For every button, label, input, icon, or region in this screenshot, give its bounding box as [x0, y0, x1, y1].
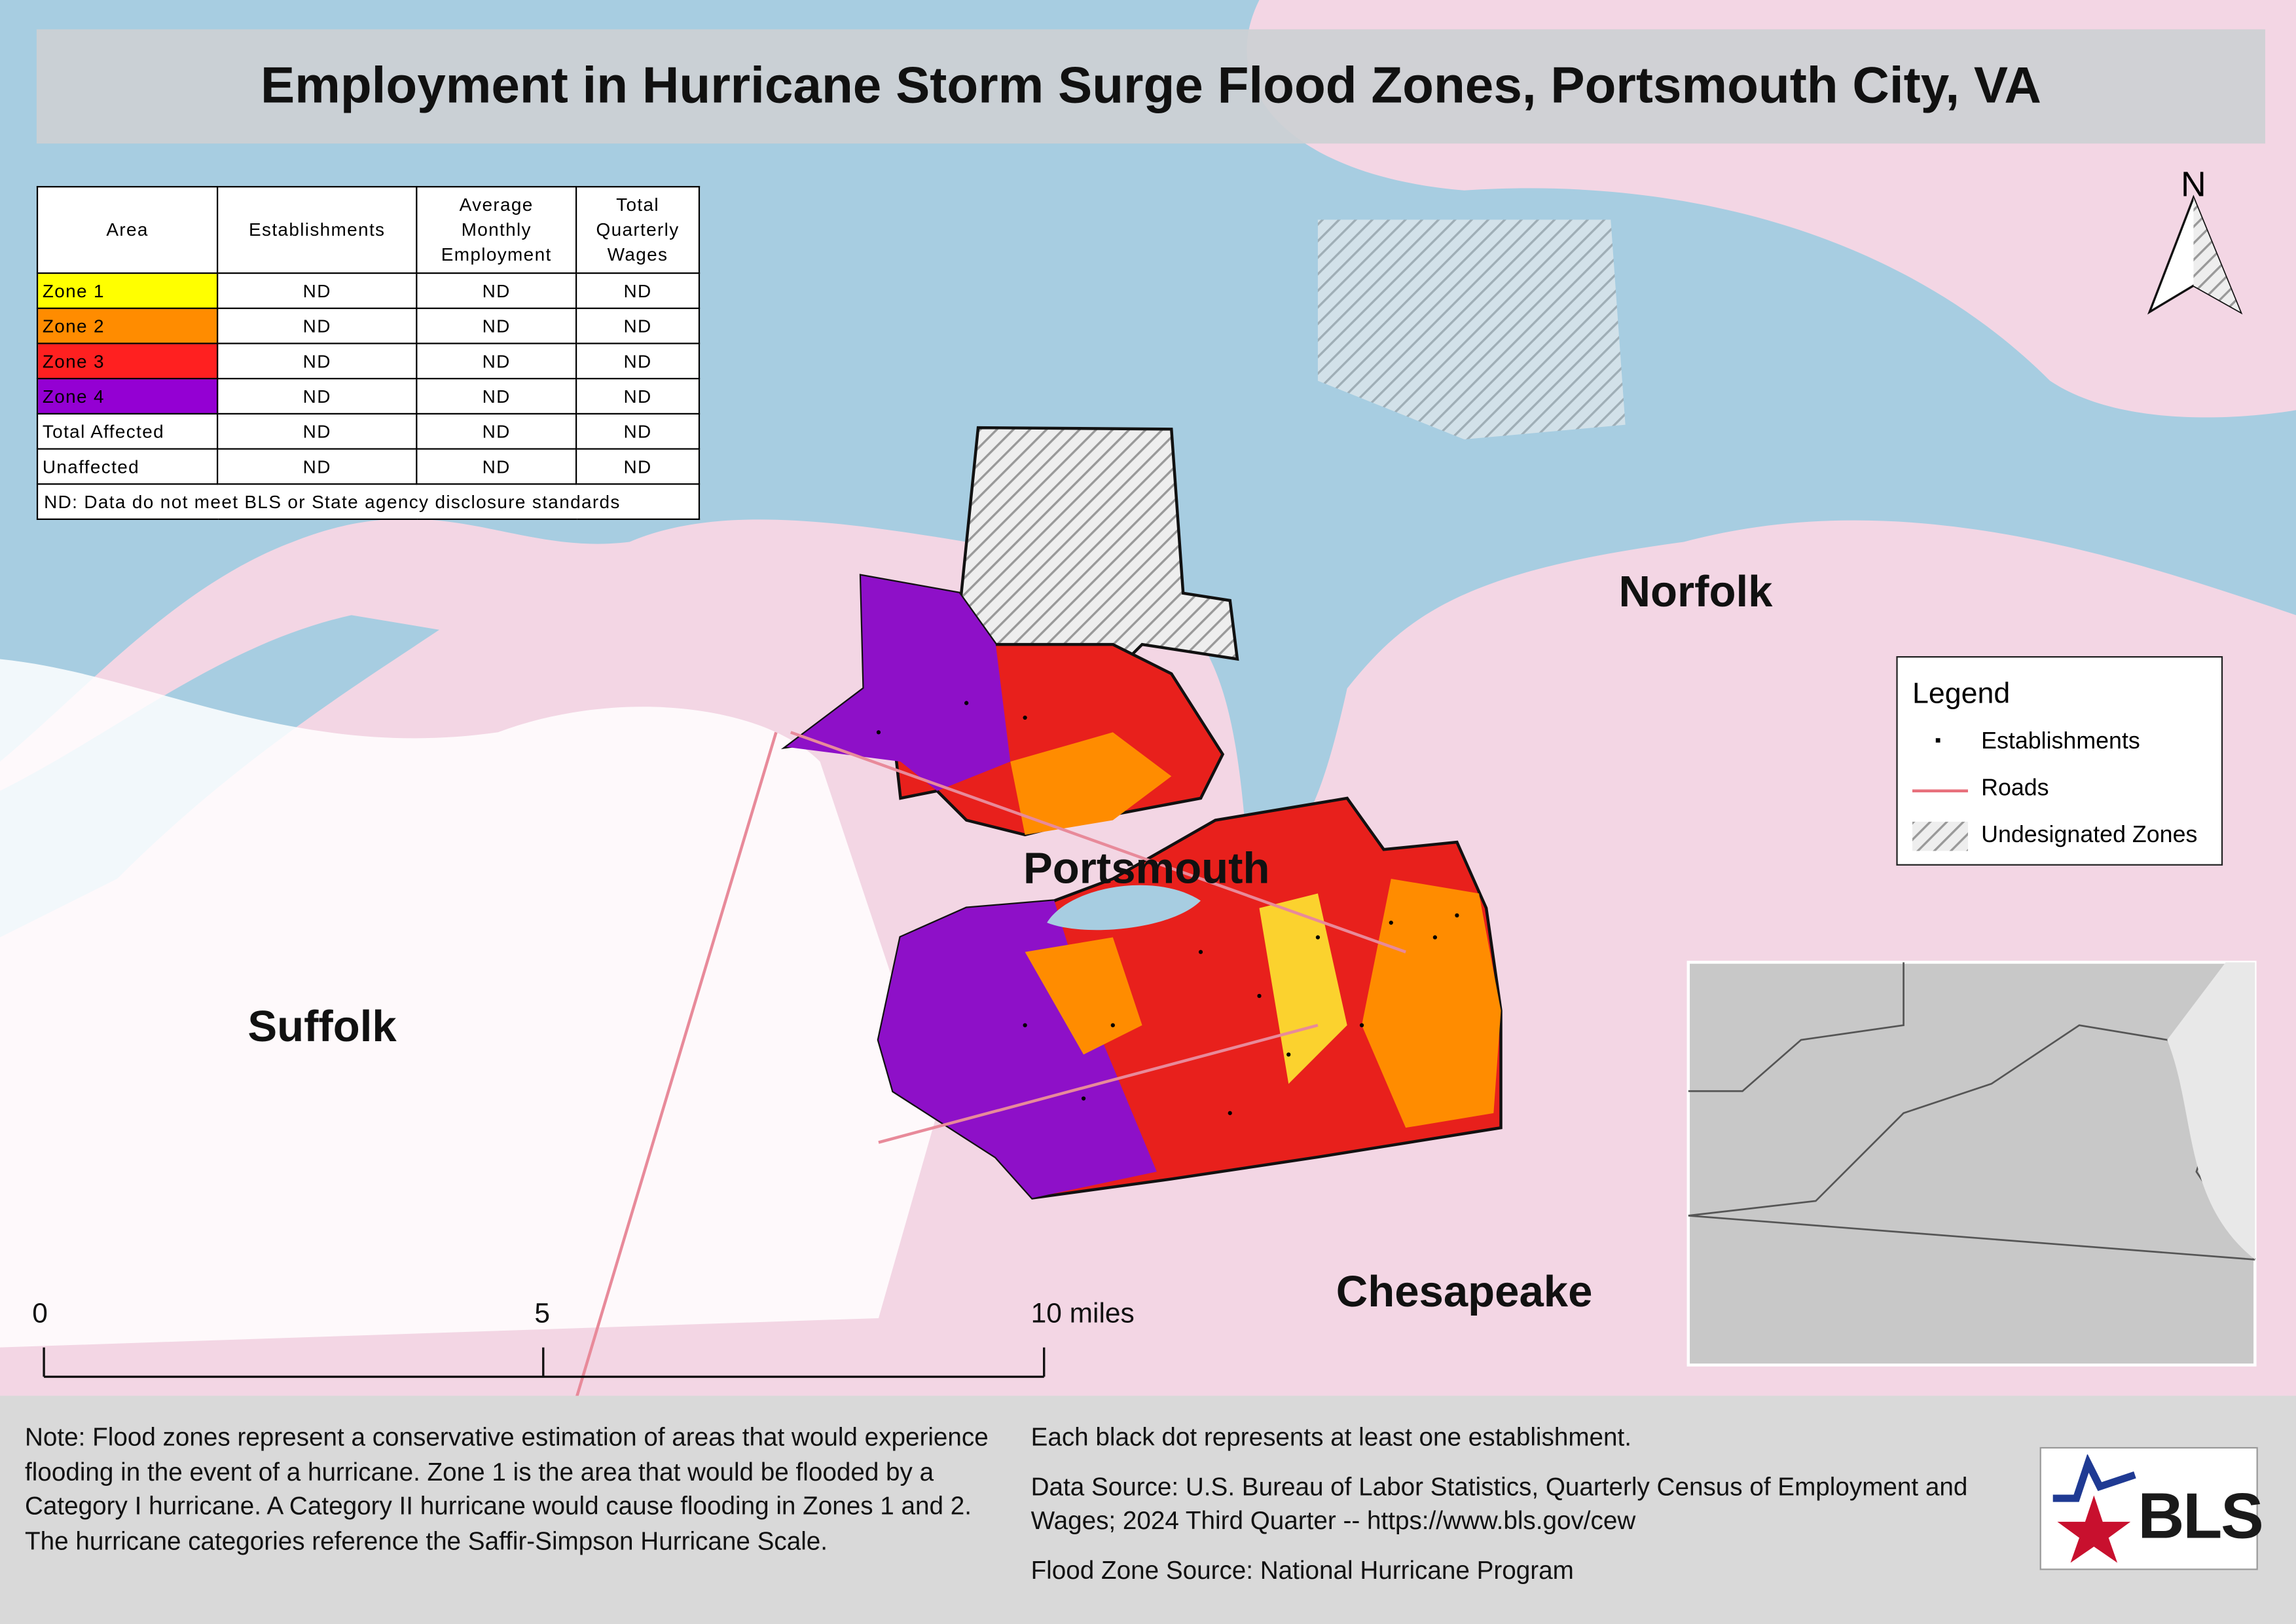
value-cell: ND	[217, 413, 418, 450]
header-text: Monthly	[461, 219, 532, 240]
establishment-dots	[876, 701, 1459, 1115]
suffolk-area	[0, 659, 938, 1348]
value-cell: ND	[416, 272, 577, 309]
map-title: Employment in Hurricane Storm Surge Floo…	[36, 29, 2266, 144]
area-cell: Zone 2	[36, 307, 219, 344]
value-cell: ND	[575, 272, 701, 309]
header-text: Total	[616, 194, 659, 215]
value-cell: ND	[575, 448, 701, 485]
header-text: Employment	[441, 244, 552, 265]
place-label: Norfolk	[1618, 568, 1773, 617]
header-text: Area	[106, 219, 149, 240]
source-notes: Each black dot represents at least one e…	[1031, 1421, 2013, 1602]
legend: Legend Establishments Roads Undesignated…	[1896, 655, 2223, 866]
legend-item: Establishments	[1981, 729, 2140, 754]
value-cell: ND	[416, 307, 577, 344]
value-cell: ND	[416, 342, 577, 380]
zone-2-south	[1362, 878, 1501, 1128]
place-label: Portsmouth	[1023, 845, 1270, 894]
area-cell: Total Affected	[36, 413, 219, 450]
value-cell: ND	[217, 307, 418, 344]
value-cell: ND	[575, 413, 701, 450]
scale-label: 5	[534, 1299, 551, 1330]
value-cell: ND	[575, 378, 701, 415]
table-row: Zone 1 ND ND ND	[36, 272, 701, 309]
footnote-row: ND: Data do not meet BLS or State agency…	[36, 483, 701, 520]
header-cell: Total Quarterly Wages	[575, 186, 701, 274]
legend-hatch	[1912, 821, 1968, 851]
value-cell: ND	[217, 448, 418, 485]
table-row: Unaffected ND ND ND	[36, 448, 701, 485]
legend-road	[1912, 789, 1968, 792]
footnote-cell: ND: Data do not meet BLS or State agency…	[36, 483, 701, 520]
source-line: Each black dot represents at least one e…	[1030, 1422, 1631, 1452]
value-cell: ND	[217, 378, 418, 415]
header-cell: Average Monthly Employment	[416, 186, 577, 274]
scale-bar	[43, 1347, 1046, 1378]
source-line: Flood Zone Source: National Hurricane Pr…	[1030, 1555, 1574, 1584]
undesignated	[1317, 219, 1626, 439]
header-cell: Establishments	[217, 186, 418, 274]
inset-map	[1686, 961, 2257, 1367]
area-cell: Unaffected	[36, 448, 219, 485]
north-label: N	[2181, 165, 2206, 204]
header-cell: Area	[36, 186, 219, 274]
area-cell: Zone 3	[36, 342, 219, 380]
legend-dot	[1935, 738, 1941, 743]
value-cell: ND	[217, 272, 418, 309]
source-line: Data Source: U.S. Bureau of Labor Statis…	[1030, 1471, 1968, 1535]
value-cell: ND	[575, 307, 701, 344]
value-cell: ND	[217, 342, 418, 380]
header-text: Average	[459, 194, 534, 215]
header-text: Wages	[607, 244, 668, 265]
legend-item: Roads	[1981, 776, 2049, 802]
header-row: Area Establishments Average Monthly Employme…	[36, 186, 701, 274]
notes-panel	[0, 1395, 2296, 1624]
area-cell: Zone 4	[36, 378, 219, 415]
table-row: Zone 4 ND ND ND	[36, 378, 701, 415]
inset-water	[2167, 962, 2255, 1260]
summary-table: Area Establishments Average Monthly Employme…	[36, 186, 701, 520]
area-cell: Zone 1	[36, 272, 219, 309]
value-cell: ND	[416, 413, 577, 450]
table-row: Zone 3 ND ND ND	[36, 342, 701, 380]
scale-label: 0	[32, 1299, 48, 1330]
road	[555, 731, 1406, 1466]
value-cell: ND	[416, 448, 577, 485]
place-label: Chesapeake	[1336, 1268, 1593, 1317]
value-cell: ND	[575, 342, 701, 380]
value-cell: ND	[416, 378, 577, 415]
north-arrow-half	[2193, 197, 2240, 312]
river-branch	[1047, 885, 1201, 931]
zone-2-north	[1010, 732, 1172, 835]
scale-label: 10 miles	[1030, 1299, 1135, 1330]
header-text: Establishments	[249, 219, 386, 240]
zone-4-north	[786, 575, 1011, 791]
table-row: Total Affected ND ND ND	[36, 413, 701, 450]
place-label: Suffolk	[247, 1003, 397, 1052]
legend-item: Undesignated Zones	[1981, 822, 2198, 848]
note-text: Note: Flood zones represent a conservati…	[25, 1422, 989, 1555]
table-row: Zone 2 ND ND ND	[36, 307, 701, 344]
logo-mark	[2052, 1454, 2136, 1563]
logo: BLS	[2039, 1447, 2264, 1570]
logo-text: BLS	[2138, 1481, 2263, 1553]
header-text: Quarterly	[596, 219, 680, 240]
legend-title: Legend	[1912, 678, 2011, 710]
